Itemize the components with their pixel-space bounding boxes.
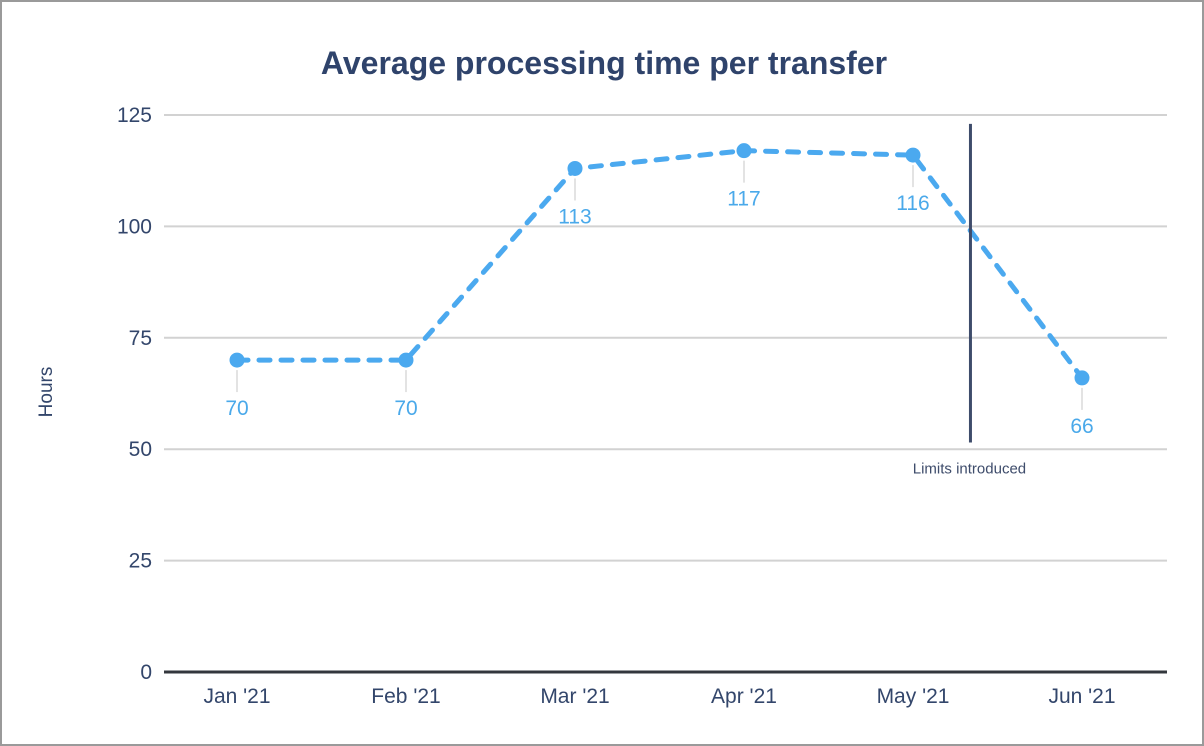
x-tick-label: May '21 <box>877 685 950 708</box>
annotation-layer: Limits introduced <box>913 123 1026 478</box>
data-point-marker <box>567 160 583 176</box>
x-tick-label: Mar '21 <box>540 685 609 708</box>
x-tick-label: Feb '21 <box>371 685 440 708</box>
y-axis-title: Hours <box>36 367 57 418</box>
data-point-marker <box>229 352 245 368</box>
gridlines-layer <box>164 114 1167 674</box>
series-line <box>234 148 1085 381</box>
y-tick-label: 25 <box>129 550 152 573</box>
annotation-label: Limits introduced <box>913 461 1026 478</box>
x-tick-label: Apr '21 <box>711 685 777 708</box>
data-point-marker <box>398 352 414 368</box>
y-tick-label: 75 <box>129 327 152 350</box>
y-tick-label: 125 <box>117 104 152 127</box>
data-point-marker <box>736 143 752 159</box>
y-axis-ticks: 0 25 50 75 100 125 <box>117 104 152 684</box>
x-tick-label: Jan '21 <box>203 685 270 708</box>
data-label: 66 <box>1070 415 1093 438</box>
data-point-marker <box>905 147 921 163</box>
y-tick-label: 100 <box>117 215 152 238</box>
chart-title: Average processing time per transfer <box>321 45 887 81</box>
data-label: 116 <box>896 192 929 215</box>
series-layer: 70 70 113 117 116 66 <box>225 143 1094 438</box>
data-label: 113 <box>558 205 591 228</box>
y-tick-label: 0 <box>140 661 152 684</box>
data-label: 70 <box>225 397 248 420</box>
x-axis-ticks: Jan '21 Feb '21 Mar '21 Apr '21 May '21 Jun '… <box>203 685 1115 708</box>
data-point-marker <box>1074 370 1090 386</box>
data-label: 70 <box>394 397 417 420</box>
y-tick-label: 50 <box>129 438 152 461</box>
data-label: 117 <box>727 188 760 211</box>
x-tick-label: Jun '21 <box>1048 685 1115 708</box>
